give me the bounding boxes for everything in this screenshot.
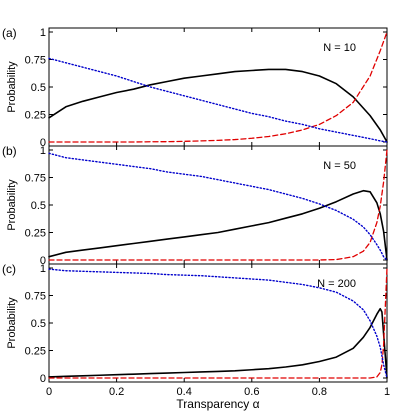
- y-tick-label: 0.25: [25, 110, 46, 122]
- series-solid-line: [48, 68, 388, 143]
- y-tick-label: 0.25: [25, 228, 46, 240]
- y-tick-label: 1: [40, 27, 46, 39]
- series-dashed-line: [48, 267, 388, 379]
- y-tick-label: 0.25: [25, 346, 46, 358]
- x-tick-label: 0.4: [177, 386, 192, 398]
- panel-label: (b): [2, 144, 17, 158]
- panel-annotation: N = 200: [317, 278, 356, 290]
- y-tick-label: 1: [40, 145, 46, 157]
- series-dashed-line: [48, 149, 388, 261]
- series-solid-line: [48, 307, 388, 379]
- x-tick-label: 0.6: [244, 386, 259, 398]
- panel-annotation: N = 10: [323, 42, 356, 54]
- y-tick-label: 0.5: [31, 82, 46, 94]
- x-tick-label: 0.2: [109, 386, 124, 398]
- series-dotted-line: [48, 57, 388, 143]
- panel-annotation: N = 50: [323, 160, 356, 172]
- y-axis-label: Probability: [6, 61, 18, 113]
- y-tick-label: 0.5: [31, 318, 46, 330]
- y-tick-label: 0: [40, 373, 46, 385]
- y-tick-label: 1: [40, 263, 46, 275]
- y-axis-label: Probability: [6, 179, 18, 231]
- y-tick-label: 0.75: [25, 291, 46, 303]
- panel-label: (c): [2, 262, 16, 276]
- y-tick-label: 0.75: [25, 55, 46, 67]
- series-dashed-line: [48, 31, 388, 143]
- panel-label: (a): [2, 26, 17, 40]
- series-solid-line: [48, 189, 388, 261]
- x-tick-label: 1: [384, 386, 390, 398]
- y-tick-label: 0.75: [25, 173, 46, 185]
- y-tick-label: 0.5: [31, 200, 46, 212]
- series-dotted-line: [48, 268, 388, 379]
- y-tick-label: 0: [40, 255, 46, 267]
- y-axis-label: Probability: [6, 297, 18, 349]
- x-axis-label: Transparency α: [176, 397, 259, 411]
- x-tick-label: 0: [46, 386, 52, 398]
- series-dotted-line: [48, 152, 388, 261]
- x-tick-label: 0.8: [312, 386, 327, 398]
- y-tick-label: 0: [40, 137, 46, 149]
